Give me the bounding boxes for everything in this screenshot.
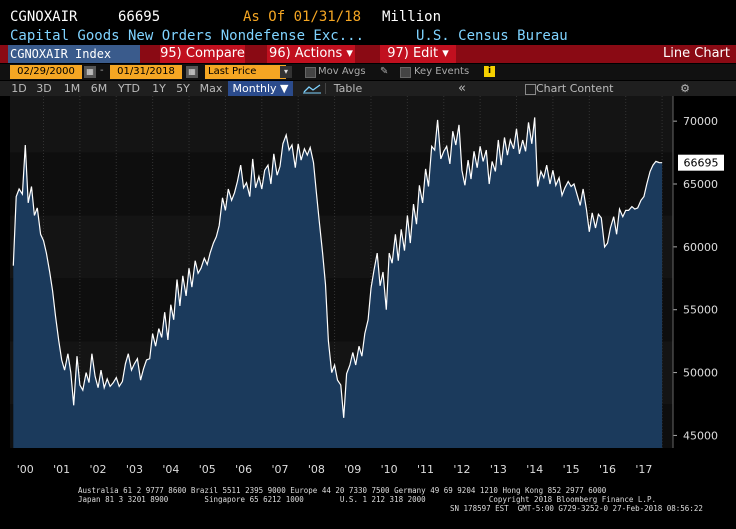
gear-icon[interactable]: ⚙ [680, 82, 690, 95]
mov-avgs-label: Mov Avgs [318, 66, 366, 77]
pencil-icon[interactable]: ✎ [380, 66, 389, 77]
x-tick-label: '17 [635, 463, 652, 476]
x-tick-label: '06 [235, 463, 252, 476]
key-events-checkbox[interactable] [400, 67, 411, 78]
x-tick-label: '11 [417, 463, 434, 476]
price-field-dropdown[interactable]: Last Price [205, 65, 286, 79]
x-tick-label: '09 [344, 463, 361, 476]
period-1d[interactable]: 1D [11, 82, 27, 95]
footer-contacts-line2: Japan 81 3 3201 8900 Singapore 65 6212 1… [78, 495, 656, 504]
info-icon[interactable]: i [484, 66, 495, 77]
chart-type-label[interactable]: Line Chart [663, 46, 730, 61]
last-value: 66695 [118, 9, 161, 25]
y-tick-label: 50000 [683, 367, 718, 380]
data-source: U.S. Census Bureau [416, 28, 568, 44]
x-tick-label: '12 [453, 463, 470, 476]
footer-contacts-line1: Australia 61 2 9777 8600 Brazil 5511 239… [78, 486, 607, 495]
date-separator: - [100, 65, 104, 76]
y-axis-ticks: 70000 65000 60000 55000 50000 45000 [672, 96, 718, 448]
x-tick-label: '10 [381, 463, 398, 476]
x-tick-label: '04 [162, 463, 179, 476]
y-tick-label: 70000 [683, 115, 718, 128]
chevron-down-icon[interactable]: ▾ [280, 66, 292, 78]
period-max[interactable]: Max [199, 82, 223, 95]
last-value-label: 66695 [684, 157, 719, 170]
period-6m[interactable]: 6M [90, 82, 108, 95]
chart-content-icon [525, 84, 536, 95]
last-value-marker: 66695 [678, 154, 724, 171]
x-tick-label: '00 [17, 463, 34, 476]
frequency-dropdown[interactable]: Monthly ▼ [228, 81, 293, 96]
y-tick-label: 45000 [683, 429, 718, 442]
x-tick-label: '16 [599, 463, 616, 476]
y-tick-label: 65000 [683, 178, 718, 191]
ticker-symbol: CGNOXAIR [10, 9, 78, 25]
line-chart: 70000 65000 60000 55000 50000 45000 '00 '01 '02… [0, 96, 736, 482]
x-tick-label: '14 [526, 463, 543, 476]
edit-menu[interactable]: 97) Edit ▾ [380, 45, 456, 63]
start-date-field[interactable]: 02/29/2000 [10, 65, 82, 79]
period-5y[interactable]: 5Y [176, 82, 190, 95]
mov-avgs-checkbox[interactable] [305, 67, 316, 78]
calendar-icon[interactable]: ▦ [84, 66, 96, 78]
y-tick-label: 55000 [683, 304, 718, 317]
end-date-field[interactable]: 01/31/2018 [110, 65, 182, 79]
as-of-date: As Of 01/31/18 [243, 9, 362, 25]
x-tick-label: '15 [563, 463, 580, 476]
index-field[interactable]: CGNOXAIR Index [8, 45, 140, 63]
period-1m[interactable]: 1M [63, 82, 81, 95]
calendar-icon[interactable]: ▦ [186, 66, 198, 78]
series-description: Capital Goods New Orders Nondefense Exc.… [10, 28, 365, 44]
x-tick-label: '01 [53, 463, 70, 476]
last-value-box [678, 154, 724, 171]
table-button[interactable]: Table [333, 82, 363, 95]
period-ytd[interactable]: YTD [118, 82, 140, 95]
period-3d[interactable]: 3D [36, 82, 52, 95]
actions-menu[interactable]: 96) Actions ▾ [267, 45, 355, 63]
chart-controls: 02/29/2000 ▦ - 01/31/2018 ▦ Last Price ▾… [0, 64, 736, 80]
function-toolbar: CGNOXAIR Index 95) Compare 96) Actions ▾… [0, 45, 736, 63]
x-tick-label: '08 [308, 463, 325, 476]
series-area-fill [13, 117, 663, 449]
series-line [12, 117, 663, 418]
x-tick-label: '07 [271, 463, 288, 476]
footer-session-line: SN 178597 EST GMT-5:00 G729-3252-0 27-Fe… [450, 504, 703, 513]
x-axis-ticks: '00 '01 '02 '03 '04 '05 '06 '07 '08 '09 '10 '11 '12 '… [17, 463, 653, 476]
unit-label: Million [382, 9, 442, 25]
period-1y[interactable]: 1Y [152, 82, 166, 95]
period-selector: 1D 3D 1M 6M YTD 1Y 5Y Max Monthly ▼ Tabl… [0, 81, 736, 96]
collapse-icon[interactable]: « [458, 81, 466, 96]
line-chart-icon[interactable] [302, 83, 322, 94]
x-tick-label: '13 [490, 463, 507, 476]
key-events-label: Key Events [414, 66, 470, 77]
chart-content-button[interactable]: Chart Content [536, 82, 614, 95]
x-tick-label: '05 [199, 463, 216, 476]
y-tick-label: 60000 [683, 241, 718, 254]
compare-button[interactable]: 95) Compare [160, 45, 245, 63]
x-tick-label: '02 [90, 463, 107, 476]
x-tick-label: '03 [126, 463, 143, 476]
